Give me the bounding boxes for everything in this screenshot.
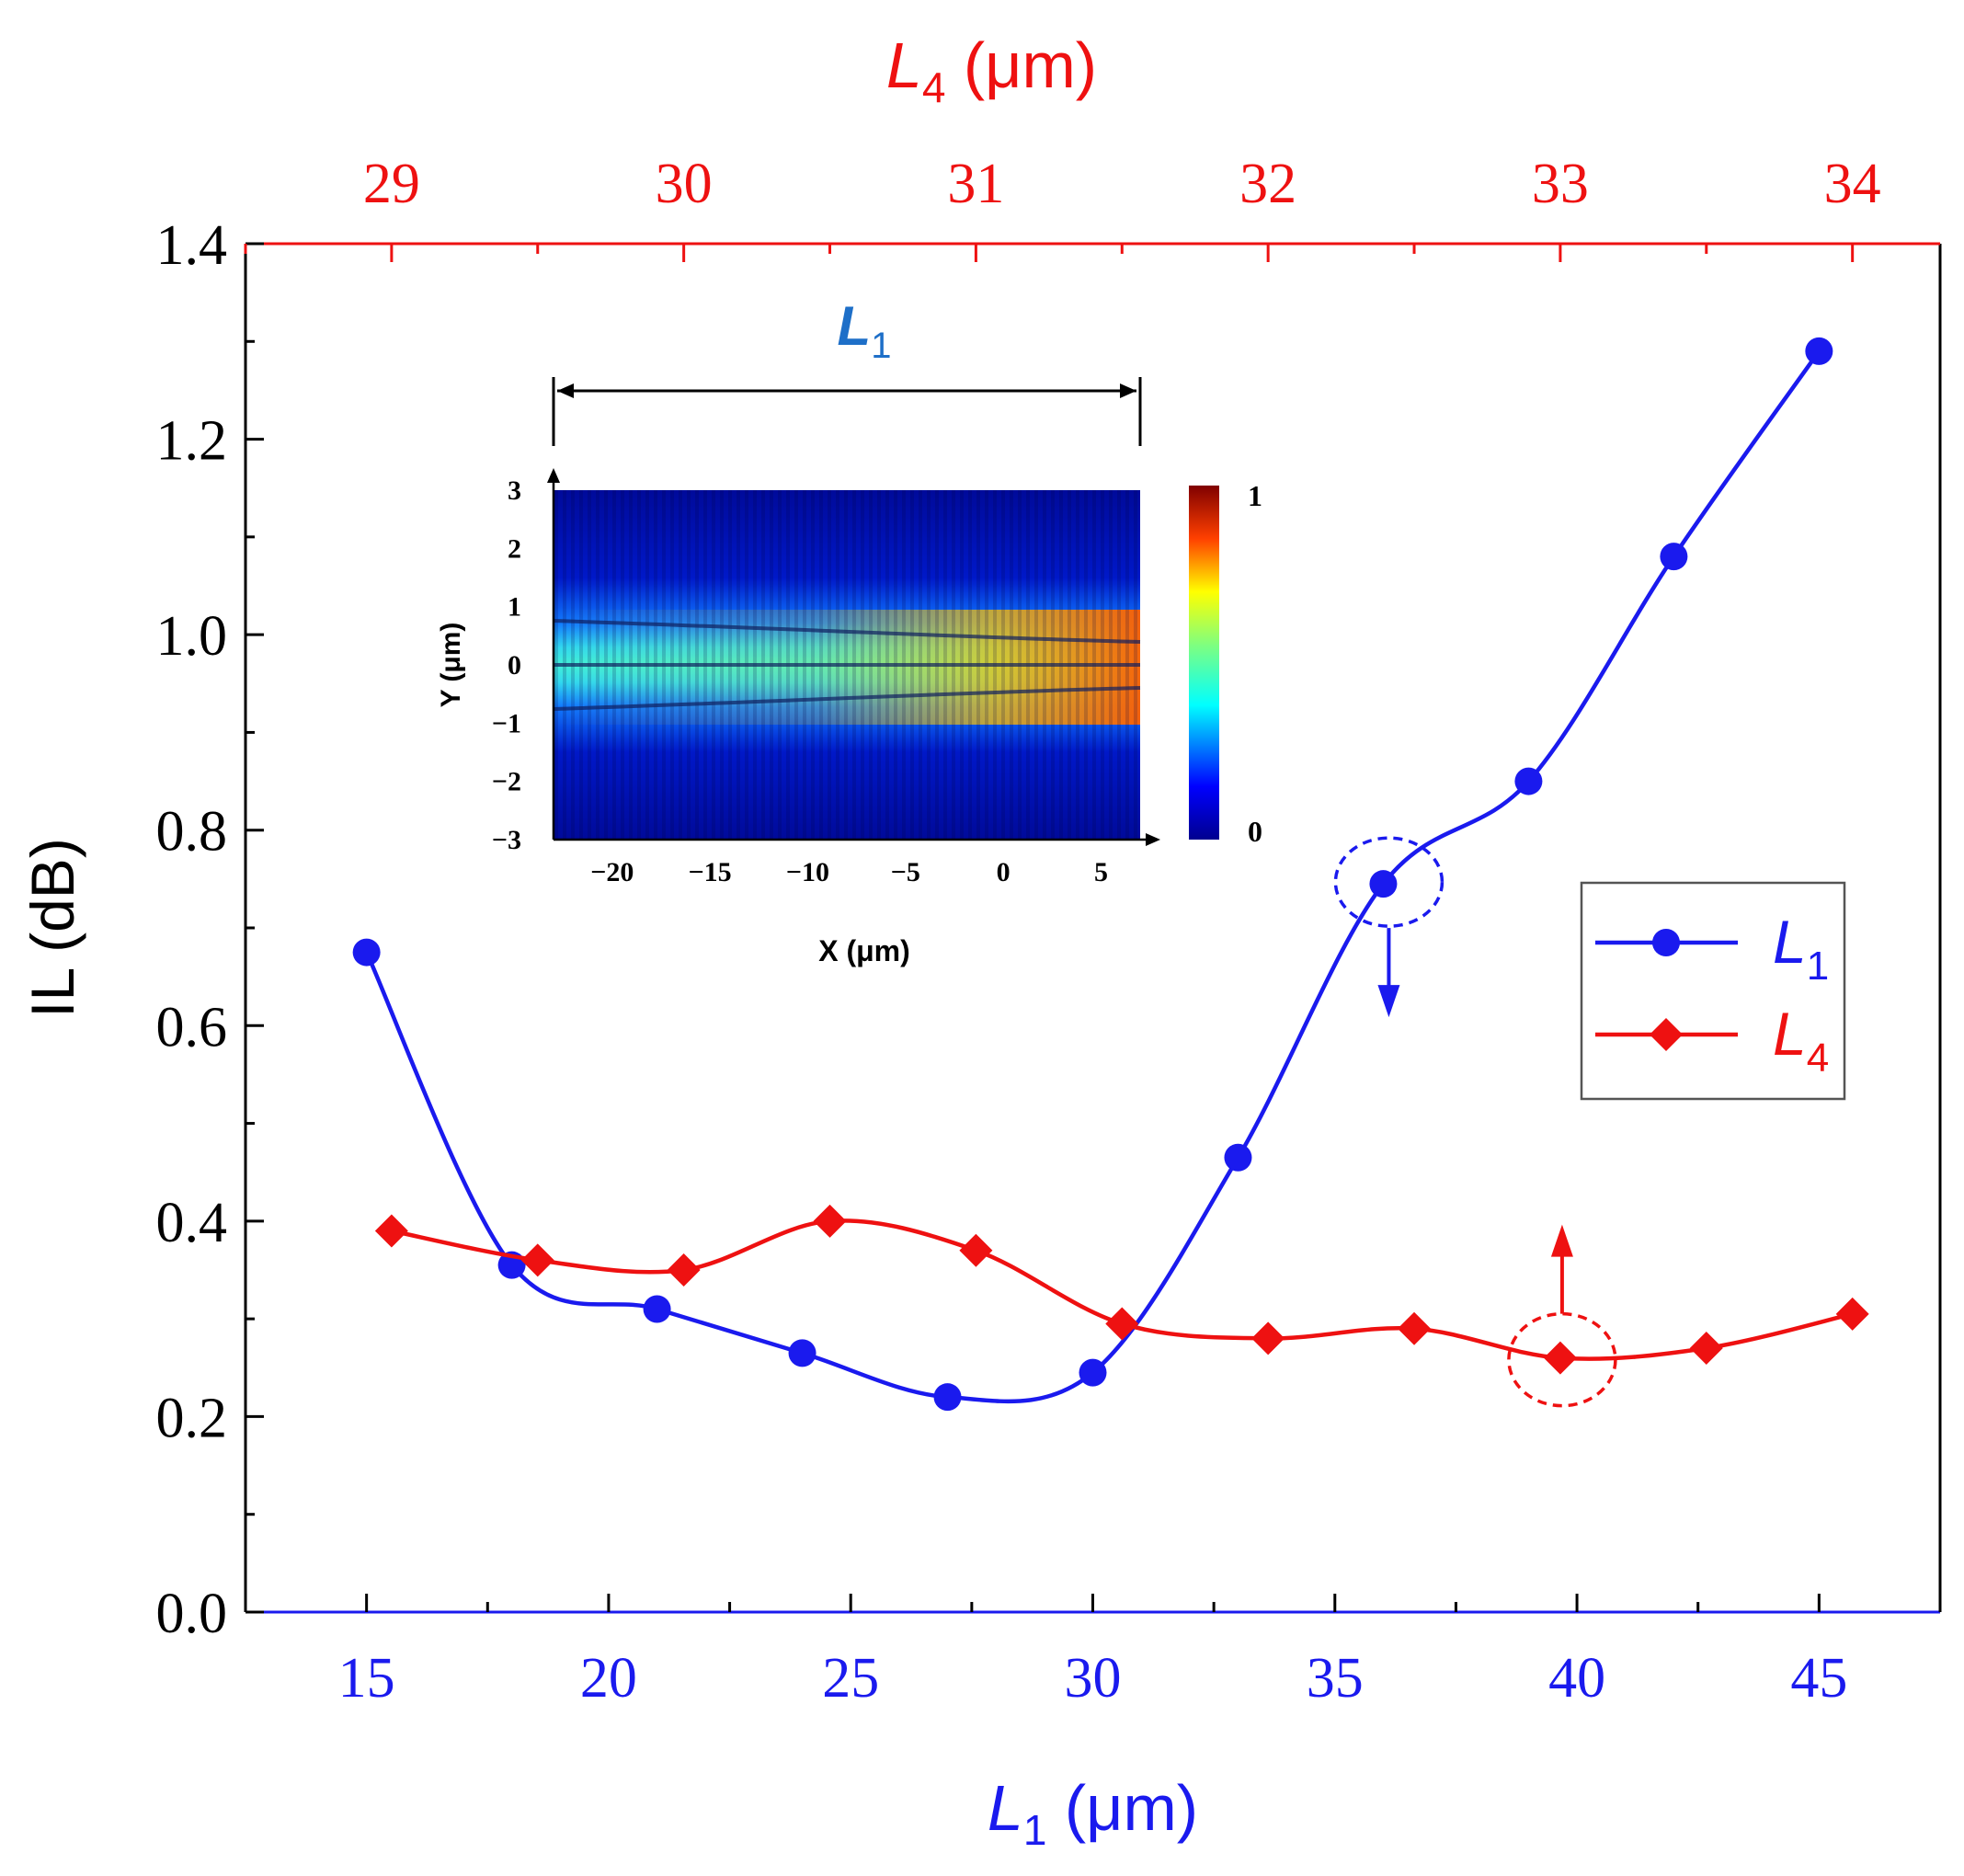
series-1-point bbox=[1369, 870, 1398, 898]
x-top-tick-label: 31 bbox=[947, 153, 1004, 215]
inset-x-tick-label: −20 bbox=[590, 857, 634, 887]
legend-marker-2 bbox=[1650, 1018, 1683, 1051]
legend-box bbox=[1580, 881, 1846, 1101]
x-bottom-tick-label: 30 bbox=[1065, 1647, 1122, 1710]
y-tick-label: 0.4 bbox=[156, 1192, 228, 1254]
inset-x-tick-label: −15 bbox=[689, 857, 732, 887]
y-tick-label: 0.6 bbox=[156, 996, 228, 1058]
series-1-point bbox=[643, 1295, 671, 1323]
inset-y-tick-label: 3 bbox=[508, 475, 521, 506]
inset-y-tick-label: −3 bbox=[492, 825, 521, 855]
inset-colorbar bbox=[1189, 486, 1219, 840]
series-2-point bbox=[813, 1204, 847, 1238]
series-2-point bbox=[1398, 1311, 1432, 1345]
inset-x-label: X (μm) bbox=[818, 934, 910, 967]
series-2-axis-arrowhead bbox=[1550, 1224, 1573, 1257]
x-bottom-tick-label: 15 bbox=[338, 1647, 395, 1710]
x-top-tick-label: 34 bbox=[1824, 153, 1881, 215]
series-1-point bbox=[352, 938, 381, 967]
x-top-axis-label: L4 (μm) bbox=[886, 29, 1097, 111]
y-tick-label: 0.2 bbox=[156, 1387, 228, 1449]
y-tick-label: 1.2 bbox=[156, 410, 228, 473]
x-bottom-tick-label: 45 bbox=[1790, 1647, 1847, 1710]
inset-y-label: Y (μm) bbox=[436, 623, 466, 708]
inset-dim-arrow-left bbox=[557, 383, 574, 398]
inset-x-tick-label: 5 bbox=[1094, 857, 1108, 887]
y-tick-label: 0.0 bbox=[156, 1583, 228, 1645]
series-2-point bbox=[959, 1233, 993, 1267]
series-1-highlight-circle bbox=[1333, 836, 1444, 928]
y-tick-label: 1.4 bbox=[156, 214, 228, 277]
inset-waveguide-edge bbox=[553, 619, 1141, 644]
y-axis-label: IL (dB) bbox=[18, 838, 86, 1018]
series-1-point bbox=[1660, 543, 1688, 571]
inset-y-tick-label: −2 bbox=[492, 767, 521, 797]
inset: L1 −20 −15 −10 −5 0 5 3 2 1 0 −1 −2 −3 X (μm) Y (μm) 1 0 bbox=[436, 295, 1262, 967]
x-bottom-tick-label: 20 bbox=[580, 1647, 637, 1710]
y-tick-label: 0.8 bbox=[156, 801, 228, 864]
inset-colorbar-max: 1 bbox=[1248, 479, 1262, 512]
inset-y-tick-label: 0 bbox=[508, 650, 521, 681]
series-2-point bbox=[1105, 1307, 1139, 1341]
inset-y-tick-label: 1 bbox=[508, 592, 521, 623]
inset-x-tick-label: 0 bbox=[997, 857, 1011, 887]
legend-label-1: L1 bbox=[1773, 908, 1829, 989]
x-top-tick-label: 32 bbox=[1239, 153, 1296, 215]
legend-marker-1 bbox=[1652, 929, 1680, 956]
series-1-point bbox=[933, 1383, 962, 1412]
series-1-axis-arrowhead bbox=[1377, 985, 1400, 1018]
inset-x-tick-label: −5 bbox=[891, 857, 920, 887]
series-2-point bbox=[1835, 1297, 1869, 1331]
series-2-point bbox=[1689, 1332, 1723, 1366]
series-1-point bbox=[788, 1339, 816, 1367]
series-2-point bbox=[1543, 1341, 1577, 1375]
series-2-highlight-circle bbox=[1507, 1311, 1617, 1408]
x-bottom-tick-label: 40 bbox=[1548, 1647, 1605, 1710]
x-bottom-axis-label: L1 (μm) bbox=[988, 1772, 1198, 1854]
inset-waveguide-edge bbox=[553, 686, 1141, 711]
series-2-point bbox=[520, 1243, 554, 1277]
x-top-tick-label: 30 bbox=[656, 153, 713, 215]
inset-y-arrowhead bbox=[547, 468, 560, 483]
x-top-tick-label: 29 bbox=[363, 153, 420, 215]
series-1-point bbox=[1224, 1143, 1252, 1172]
inset-dim-arrow-right bbox=[1120, 383, 1136, 398]
inset-y-tick-label: −1 bbox=[492, 708, 521, 738]
x-top-tick-label: 33 bbox=[1532, 153, 1589, 215]
inset-length-label: L1 bbox=[838, 295, 892, 366]
x-bottom-tick-label: 25 bbox=[822, 1647, 879, 1710]
inset-x-arrowhead bbox=[1146, 833, 1160, 846]
series-2-point bbox=[374, 1214, 408, 1248]
y-tick-label: 1.0 bbox=[156, 605, 228, 668]
legend-label-2: L4 bbox=[1773, 1000, 1829, 1081]
inset-colorbar-min: 0 bbox=[1248, 815, 1262, 848]
series-1-point bbox=[1514, 767, 1543, 795]
series-2-point bbox=[1251, 1321, 1285, 1356]
x-bottom-tick-label: 35 bbox=[1307, 1647, 1364, 1710]
series-2-point bbox=[667, 1253, 701, 1287]
inset-x-tick-label: −10 bbox=[786, 857, 829, 887]
series-1-point bbox=[1079, 1358, 1107, 1387]
inset-y-tick-label: 2 bbox=[508, 533, 521, 564]
series-1-point bbox=[1805, 337, 1833, 365]
